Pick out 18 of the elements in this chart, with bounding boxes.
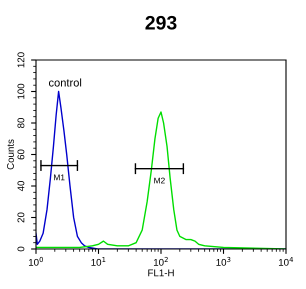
y-tick-label: 100: [17, 84, 24, 99]
chart-title: 293: [145, 16, 177, 30]
y-axis-title: Counts: [7, 139, 14, 170]
x-tick-label: 10$^{4}$: [278, 257, 294, 266]
x-tick-label: 10$^{3}$: [216, 256, 230, 266]
y-tick-label: 20: [17, 212, 24, 222]
x-tick-label: 10$^{1}$: [91, 257, 106, 266]
y-tick-label: 80: [17, 118, 24, 128]
annotation: control: [48, 78, 82, 87]
x-axis-title: FL1-H: [148, 270, 174, 276]
annotation: M1: [54, 174, 65, 180]
y-tick-label: 40: [17, 180, 24, 192]
y-tick-label: 120: [17, 52, 24, 68]
x-tick-label: 10$^{0}$: [28, 256, 44, 266]
y-tick-label: 0: [17, 246, 24, 252]
annotation: M2: [154, 178, 165, 184]
y-tick-label: 60: [17, 149, 24, 160]
x-tick-label: 10$^{2}$: [154, 256, 168, 266]
